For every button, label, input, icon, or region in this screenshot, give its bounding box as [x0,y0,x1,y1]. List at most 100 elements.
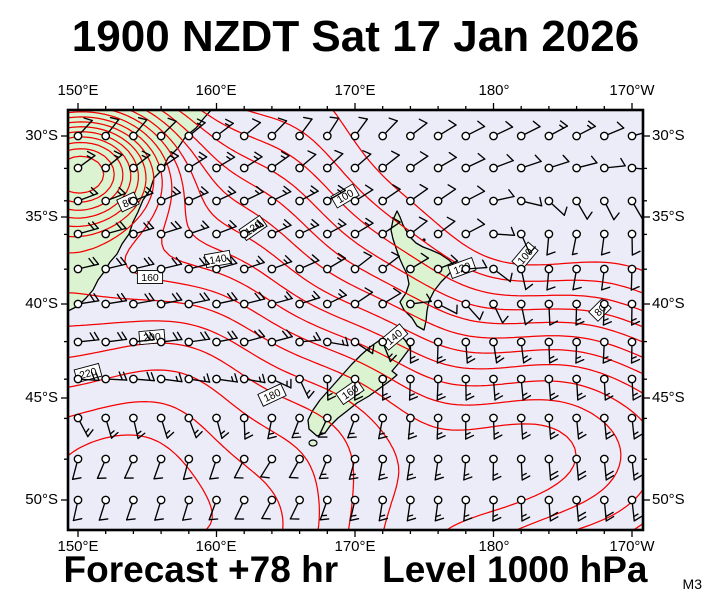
wind-barb [322,336,349,347]
wind-barb [378,150,400,173]
wind-barb [378,117,398,141]
wind-barb [239,219,265,239]
wind-barb [406,252,430,274]
wind-barb [350,217,374,239]
wind-barb [599,157,626,173]
wind-barb [599,121,625,141]
wind-barb [544,299,559,326]
lon-tick-label-bottom: 150°E [57,538,99,555]
wind-barb [182,454,194,480]
wind-barb [154,495,166,521]
wind-barb [209,454,221,480]
wind-barb [208,495,221,521]
wind-barb [156,117,177,141]
wind-barb [406,413,418,440]
wind-barb [572,196,593,220]
wind-barb [348,454,360,480]
wind-barb [124,454,138,479]
wind-barb [156,220,182,239]
wind-barb [572,413,587,440]
wind-barb [433,454,444,481]
wind-barb [212,151,236,173]
wind-barb [73,117,93,141]
wind-barb [350,184,374,206]
wind-barb [288,454,304,479]
wind-barb [350,337,375,355]
wind-barb [101,413,119,439]
wind-barb [289,495,304,520]
model-tag: M3 [682,576,702,592]
wind-barb [599,495,615,522]
wind-barb [627,495,643,522]
wind-barb [322,149,344,173]
lon-tick-label-top: 180° [478,82,510,99]
wind-barb [350,150,372,173]
wind-barb [378,217,401,239]
wind-barb [260,454,277,479]
wind-barb [239,413,254,440]
wind-barb [349,495,360,522]
lon-tick-label-top: 160°E [195,82,237,99]
wind-barb [516,229,536,254]
wind-barb [184,186,209,206]
wind-barb [627,299,641,326]
wind-barb [156,292,183,309]
wind-barb [489,154,514,173]
wind-barb [627,264,640,291]
wind-barb [73,186,99,206]
wind-barb [461,374,475,401]
wind-barb-layer [71,116,643,522]
wind-barb [461,413,475,440]
wind-barb [599,264,611,291]
wind-barb [156,372,183,384]
wind-barb [98,495,111,521]
wind-barb [461,120,486,141]
lat-tick-label-left: 50°S [25,491,58,508]
wind-barb [378,374,392,401]
svg-text:140: 140 [208,252,227,267]
wind-barb [295,185,319,206]
wind-barb [212,118,234,141]
wind-barb [73,371,100,384]
wind-barb [433,299,458,315]
wind-barb [544,229,556,256]
wind-barb [239,373,266,384]
wind-barb [129,292,155,309]
wind-barb [627,413,643,440]
wind-barb [129,186,154,206]
wind-barb [156,151,180,173]
wind-barb [599,374,614,401]
wind-barb [101,116,120,141]
wind-barb [516,374,532,401]
chart-title: 1900 NZDT Sat 17 Jan 2026 [71,12,640,61]
wind-barb [627,374,642,401]
wind-barb [544,413,559,440]
wind-barb [627,131,643,141]
wind-barb [322,116,340,141]
wind-barb [347,413,360,439]
wind-barb [212,219,237,239]
wind-barb [184,118,206,141]
wind-barb [239,255,265,274]
wind-barb [72,495,83,522]
wind-barb [73,221,99,239]
wind-barb [212,373,238,384]
wind-barb [184,256,210,274]
wind-barb [184,373,211,384]
wind-barb [212,256,238,274]
wind-barb [317,413,332,438]
wind-barb [433,495,445,522]
wind-barb [295,254,320,274]
wind-barb [378,287,402,309]
lon-tick-label-bottom: 160°E [195,538,237,555]
wind-barb [489,120,514,141]
wind-barb [572,337,585,364]
lat-tick-label-left: 40°S [25,295,58,312]
wind-barb [233,454,249,479]
wind-barb [156,331,183,347]
wind-barb [516,454,531,481]
wind-barb [599,299,612,326]
wind-barb [572,155,598,173]
